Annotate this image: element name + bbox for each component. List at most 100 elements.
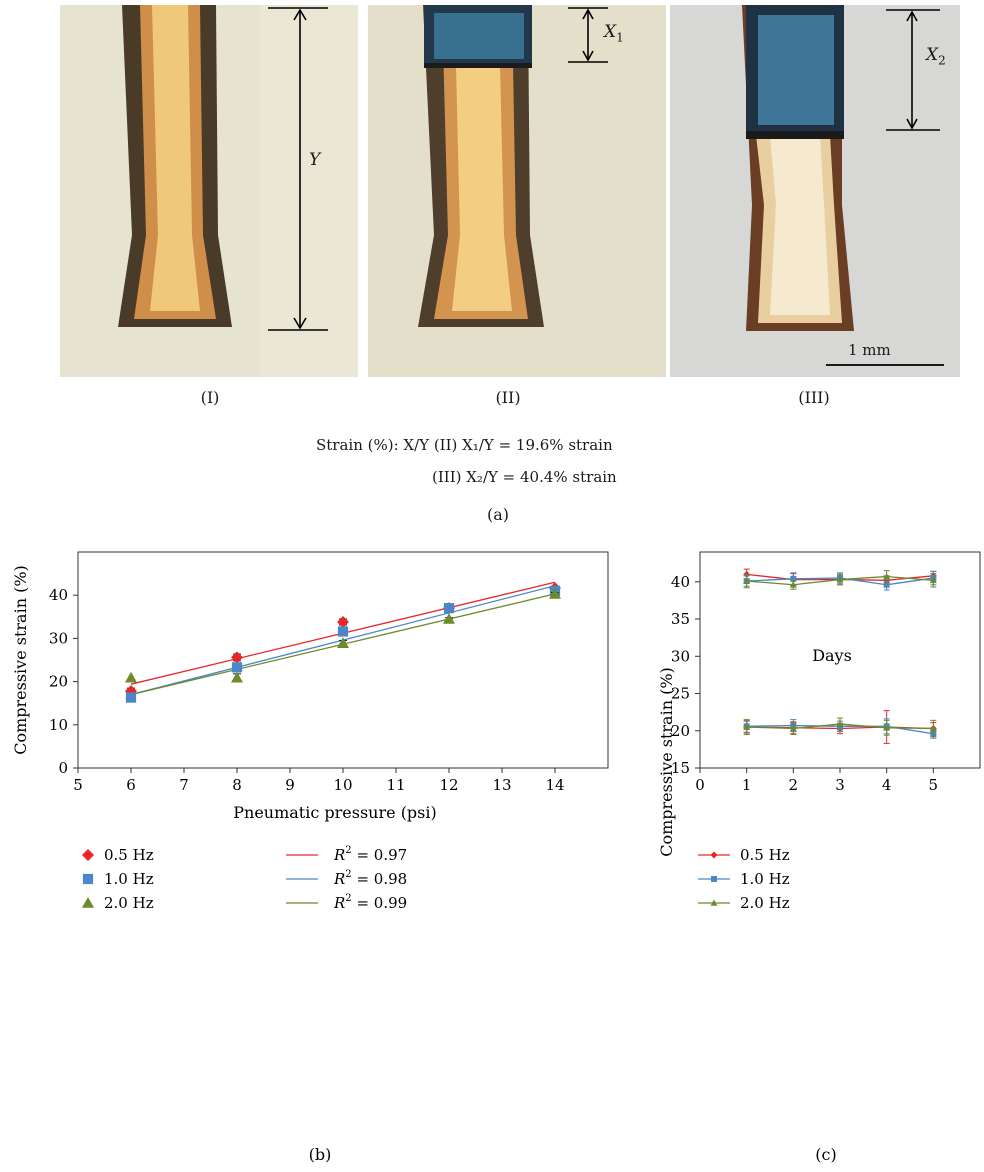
photo-2-image <box>368 5 666 377</box>
chart-b-legend-fit-label: R2 = 0.97 <box>333 845 407 864</box>
chart-c-point <box>883 573 891 580</box>
marker-x1-sub: 1 <box>616 30 624 45</box>
chart-b-legend-fit-value: = 0.98 <box>352 870 408 888</box>
chart-c-xtick-label: 5 <box>929 776 939 794</box>
chart-c-point <box>789 725 797 732</box>
chart-b-legend-marker <box>82 849 94 861</box>
chart-b-xtick-label: 6 <box>126 776 136 794</box>
chart-b-legend-fit-value: = 0.97 <box>352 846 408 864</box>
chart-c-xtick-label: 0 <box>695 776 705 794</box>
marker-y-label: Y <box>309 150 321 170</box>
chart-c-point <box>836 720 844 727</box>
chart-c: 0 1 2 3 4 5 15 20 25 30 35 40 Days Compressive stra… <box>657 551 981 1164</box>
chart-c-ytick-label: 25 <box>671 685 690 703</box>
chart-c-xtick-label: 4 <box>882 776 892 794</box>
chart-b-legend-fit-prefix: R <box>333 870 345 888</box>
chart-b-legend-fit-prefix: R <box>333 894 345 912</box>
chart-b-point <box>443 612 455 624</box>
chart-b-legend-fit-sup: 2 <box>345 845 351 856</box>
marker-x1-label: X1 <box>604 22 624 44</box>
photo-1-image <box>60 5 358 377</box>
chart-c-ytick-label: 40 <box>671 573 690 591</box>
chart-c-point <box>743 723 751 730</box>
chart-b-legend-fit-sup: 2 <box>345 869 351 880</box>
chart-b-xtick-label: 8 <box>232 776 242 794</box>
photo-2-label: (II) <box>495 388 521 407</box>
chart-c-ylabel: Compressive strain (%) <box>657 667 676 857</box>
chart-c-ytick-label: 20 <box>671 722 690 740</box>
chart-b: 5 6 7 8 9 10 11 12 13 14 0 10 20 30 40 Pneumatic press… <box>11 551 609 1164</box>
chart-b-ytick-label: 20 <box>49 673 68 691</box>
strain-formula-line1: Strain (%): X/Y (II) X₁/Y = 19.6% strain <box>316 436 613 454</box>
photo-3-label: (III) <box>798 388 830 407</box>
chart-c-ytick-label: 35 <box>671 610 690 628</box>
chart-b-xtick-label: 9 <box>285 776 295 794</box>
chart-c-point <box>929 725 937 732</box>
chart-c-ytick-label: 30 <box>671 647 690 665</box>
chart-b-frame <box>77 551 609 769</box>
chart-b-caption: (b) <box>309 1145 332 1164</box>
chart-b-legend-fit-prefix: R <box>333 846 345 864</box>
marker-x2-label: X2 <box>926 45 946 67</box>
chart-b-xtick-label: 11 <box>386 776 405 794</box>
chart-b-plot-area: 5 6 7 8 9 10 11 12 13 14 0 10 20 30 40 <box>49 551 609 794</box>
chart-b-legend-marker <box>82 897 94 908</box>
chart-b-legend-label: 2.0 Hz <box>104 894 154 912</box>
chart-c-point <box>883 581 890 588</box>
chart-b-ytick-label: 0 <box>58 759 68 777</box>
chart-c-xtick-label: 2 <box>789 776 799 794</box>
chart-c-point <box>789 581 797 588</box>
chart-c-legend-label: 0.5 Hz <box>740 846 790 864</box>
chart-c-xlabel: Days <box>812 646 852 665</box>
chart-b-point <box>231 671 243 683</box>
strain-formula-line2: (III) X₂/Y = 40.4% strain <box>432 468 617 486</box>
measurement-overlay <box>268 7 944 366</box>
chart-b-point <box>337 626 349 637</box>
chart-b-ytick-label: 40 <box>49 586 68 604</box>
chart-c-point <box>929 576 937 584</box>
chart-c-legend-label: 2.0 Hz <box>740 894 790 912</box>
scale-bar-label: 1 mm <box>848 341 891 359</box>
chart-b-xtick-label: 14 <box>545 776 564 794</box>
chart-b-legend-label: 1.0 Hz <box>104 870 154 888</box>
chart-b-xtick-label: 5 <box>73 776 83 794</box>
chart-c-legend-label: 1.0 Hz <box>740 870 790 888</box>
chart-b-point <box>549 587 561 599</box>
chart-b-xlabel: Pneumatic pressure (psi) <box>233 803 437 822</box>
chart-c-xtick-label: 3 <box>835 776 845 794</box>
chart-b-ytick-label: 10 <box>49 716 68 734</box>
chart-b-point <box>125 671 137 683</box>
photo-1-label: (I) <box>200 388 220 407</box>
chart-b-xtick-label: 12 <box>439 776 458 794</box>
chart-c-point <box>790 575 797 582</box>
chart-c-point <box>883 724 891 731</box>
chart-c-point <box>836 576 844 583</box>
chart-c-point <box>743 577 751 584</box>
chart-b-legend-marker <box>82 873 94 885</box>
chart-c-legend: 0.5 Hz 1.0 Hz 2.0 Hz <box>698 846 790 912</box>
chart-c-legend-marker <box>710 851 718 859</box>
chart-b-legend-label: 0.5 Hz <box>104 846 154 864</box>
photo-1 <box>60 5 358 377</box>
chart-b-point <box>125 692 137 703</box>
chart-c-caption: (c) <box>815 1145 836 1164</box>
chart-b-point <box>231 662 243 673</box>
chart-b-point <box>337 615 349 628</box>
chart-b-legend-fit-value: = 0.99 <box>352 894 408 912</box>
chart-c-ytick-label: 15 <box>671 759 690 777</box>
marker-x2-sub: 2 <box>938 53 946 68</box>
marker-x2-letter: X <box>926 45 939 65</box>
marker-x1-letter: X <box>604 22 617 42</box>
photo-2 <box>368 5 666 377</box>
chart-b-point <box>337 637 349 648</box>
chart-c-plot-area: 0 1 2 3 4 5 15 20 25 30 35 40 <box>671 551 981 794</box>
chart-c-legend-marker <box>710 899 718 906</box>
chart-b-legend-fit-sup: 2 <box>345 893 351 904</box>
photo-3 <box>670 5 960 377</box>
chart-b-xtick-label: 10 <box>333 776 352 794</box>
chart-b-xtick-label: 7 <box>179 776 189 794</box>
chart-b-xtick-label: 13 <box>492 776 511 794</box>
chart-c-xtick-label: 1 <box>742 776 752 794</box>
chart-b-legend-fit-label: R2 = 0.99 <box>333 893 407 912</box>
photo-3-image <box>670 5 960 377</box>
